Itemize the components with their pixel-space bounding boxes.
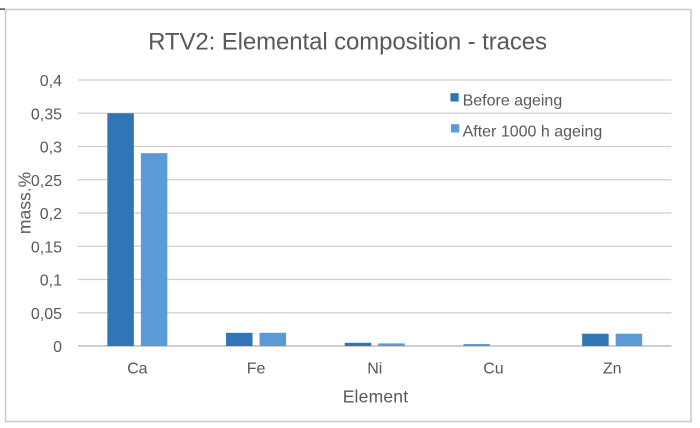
svg-text:0,2: 0,2 — [40, 206, 62, 223]
svg-text:RTV2: Elemental composition -: RTV2: Elemental composition - traces — [148, 29, 547, 56]
svg-text:0: 0 — [53, 339, 62, 356]
svg-text:Zn: Zn — [603, 361, 622, 378]
svg-text:Ca: Ca — [127, 361, 148, 378]
svg-text:0,3: 0,3 — [40, 140, 62, 157]
svg-text:0,1: 0,1 — [40, 273, 62, 290]
svg-text:Before ageing: Before ageing — [463, 92, 563, 109]
svg-text:Fe: Fe — [247, 361, 266, 378]
svg-text:Cu: Cu — [483, 361, 503, 378]
svg-text:mass.%: mass.% — [15, 172, 35, 234]
svg-text:Ni: Ni — [367, 361, 382, 378]
svg-text:0,35: 0,35 — [31, 106, 62, 123]
svg-text:0,05: 0,05 — [31, 306, 62, 323]
svg-text:After 1000 h ageing: After 1000 h ageing — [463, 124, 603, 141]
svg-text:0,15: 0,15 — [31, 239, 62, 256]
svg-text:0,4: 0,4 — [40, 73, 62, 90]
svg-text:0,25: 0,25 — [31, 173, 62, 190]
svg-text:Element: Element — [343, 387, 409, 407]
